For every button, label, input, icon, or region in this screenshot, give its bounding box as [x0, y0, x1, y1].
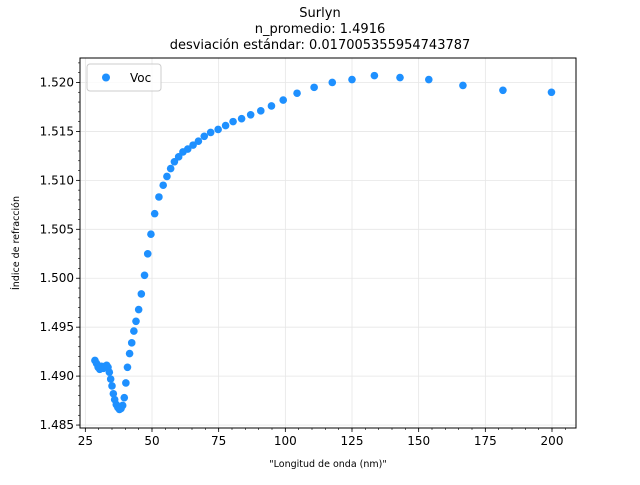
data-point	[222, 122, 230, 130]
x-tick-label: 50	[144, 434, 159, 448]
data-point	[459, 82, 467, 90]
y-tick-label: 1.500	[40, 271, 74, 285]
data-point	[151, 210, 159, 218]
data-point	[108, 382, 116, 390]
data-point	[163, 173, 171, 181]
data-point	[132, 318, 140, 326]
data-point	[207, 129, 215, 137]
data-point	[138, 290, 146, 298]
data-point	[144, 250, 152, 258]
data-point	[247, 111, 255, 119]
y-tick-label: 1.520	[40, 75, 74, 89]
legend-marker-voc	[102, 74, 110, 82]
x-tick-label: 175	[474, 434, 497, 448]
y-tick-label: 1.495	[40, 320, 74, 334]
data-point	[257, 107, 265, 115]
data-point	[135, 306, 143, 314]
grid	[80, 58, 576, 428]
data-point	[107, 375, 115, 383]
data-point	[310, 84, 318, 92]
data-point	[548, 88, 556, 96]
data-point	[293, 89, 301, 97]
y-axis-label: Índice de refracción	[10, 196, 22, 290]
x-tick-label: 25	[78, 434, 93, 448]
data-point	[128, 339, 136, 347]
data-point	[396, 74, 404, 82]
legend: Voc	[87, 64, 161, 91]
y-tick-label: 1.490	[40, 369, 74, 383]
x-tick-label: 75	[211, 434, 226, 448]
data-point	[124, 364, 132, 372]
minor-ticks	[78, 63, 565, 430]
chart-title-line-1: Surlyn	[299, 6, 340, 21]
data-point	[126, 350, 134, 358]
data-point	[268, 102, 276, 110]
data-point	[106, 368, 114, 376]
data-point	[214, 126, 222, 134]
chart-title-line-2: n_promedio: 1.4916	[255, 22, 385, 37]
y-tick-label: 1.515	[40, 124, 74, 138]
data-point	[159, 181, 167, 189]
x-tick-label: 100	[274, 434, 297, 448]
data-point	[155, 193, 163, 201]
x-tick-label: 200	[541, 434, 564, 448]
data-point	[195, 137, 203, 145]
data-point	[229, 118, 237, 126]
data-point	[167, 165, 175, 173]
chart-title: Surlyn n_promedio: 1.4916 desviación est…	[170, 6, 471, 53]
y-tick-label: 1.505	[40, 222, 74, 236]
y-tick-label: 1.485	[40, 418, 74, 432]
data-point	[120, 394, 128, 402]
data-point	[130, 327, 138, 335]
data-point	[328, 79, 336, 87]
x-axis-label: "Longitud de onda (nm)"	[269, 459, 386, 470]
data-point	[122, 379, 130, 387]
data-point	[371, 72, 379, 80]
chart-title-line-3: desviación estándar: 0.01700535595474378…	[170, 38, 471, 53]
y-tick-label: 1.510	[40, 173, 74, 187]
x-tick-label: 125	[341, 434, 364, 448]
data-point	[147, 230, 155, 238]
data-point	[348, 76, 356, 84]
plot-frame	[80, 58, 576, 428]
data-point	[279, 96, 287, 104]
data-point	[238, 115, 246, 123]
data-point	[425, 76, 433, 84]
legend-label-voc: Voc	[130, 71, 151, 85]
x-tick-label: 150	[407, 434, 430, 448]
data-point	[499, 87, 507, 95]
data-point	[200, 133, 208, 141]
data-point	[119, 402, 127, 410]
data-point	[141, 272, 149, 280]
